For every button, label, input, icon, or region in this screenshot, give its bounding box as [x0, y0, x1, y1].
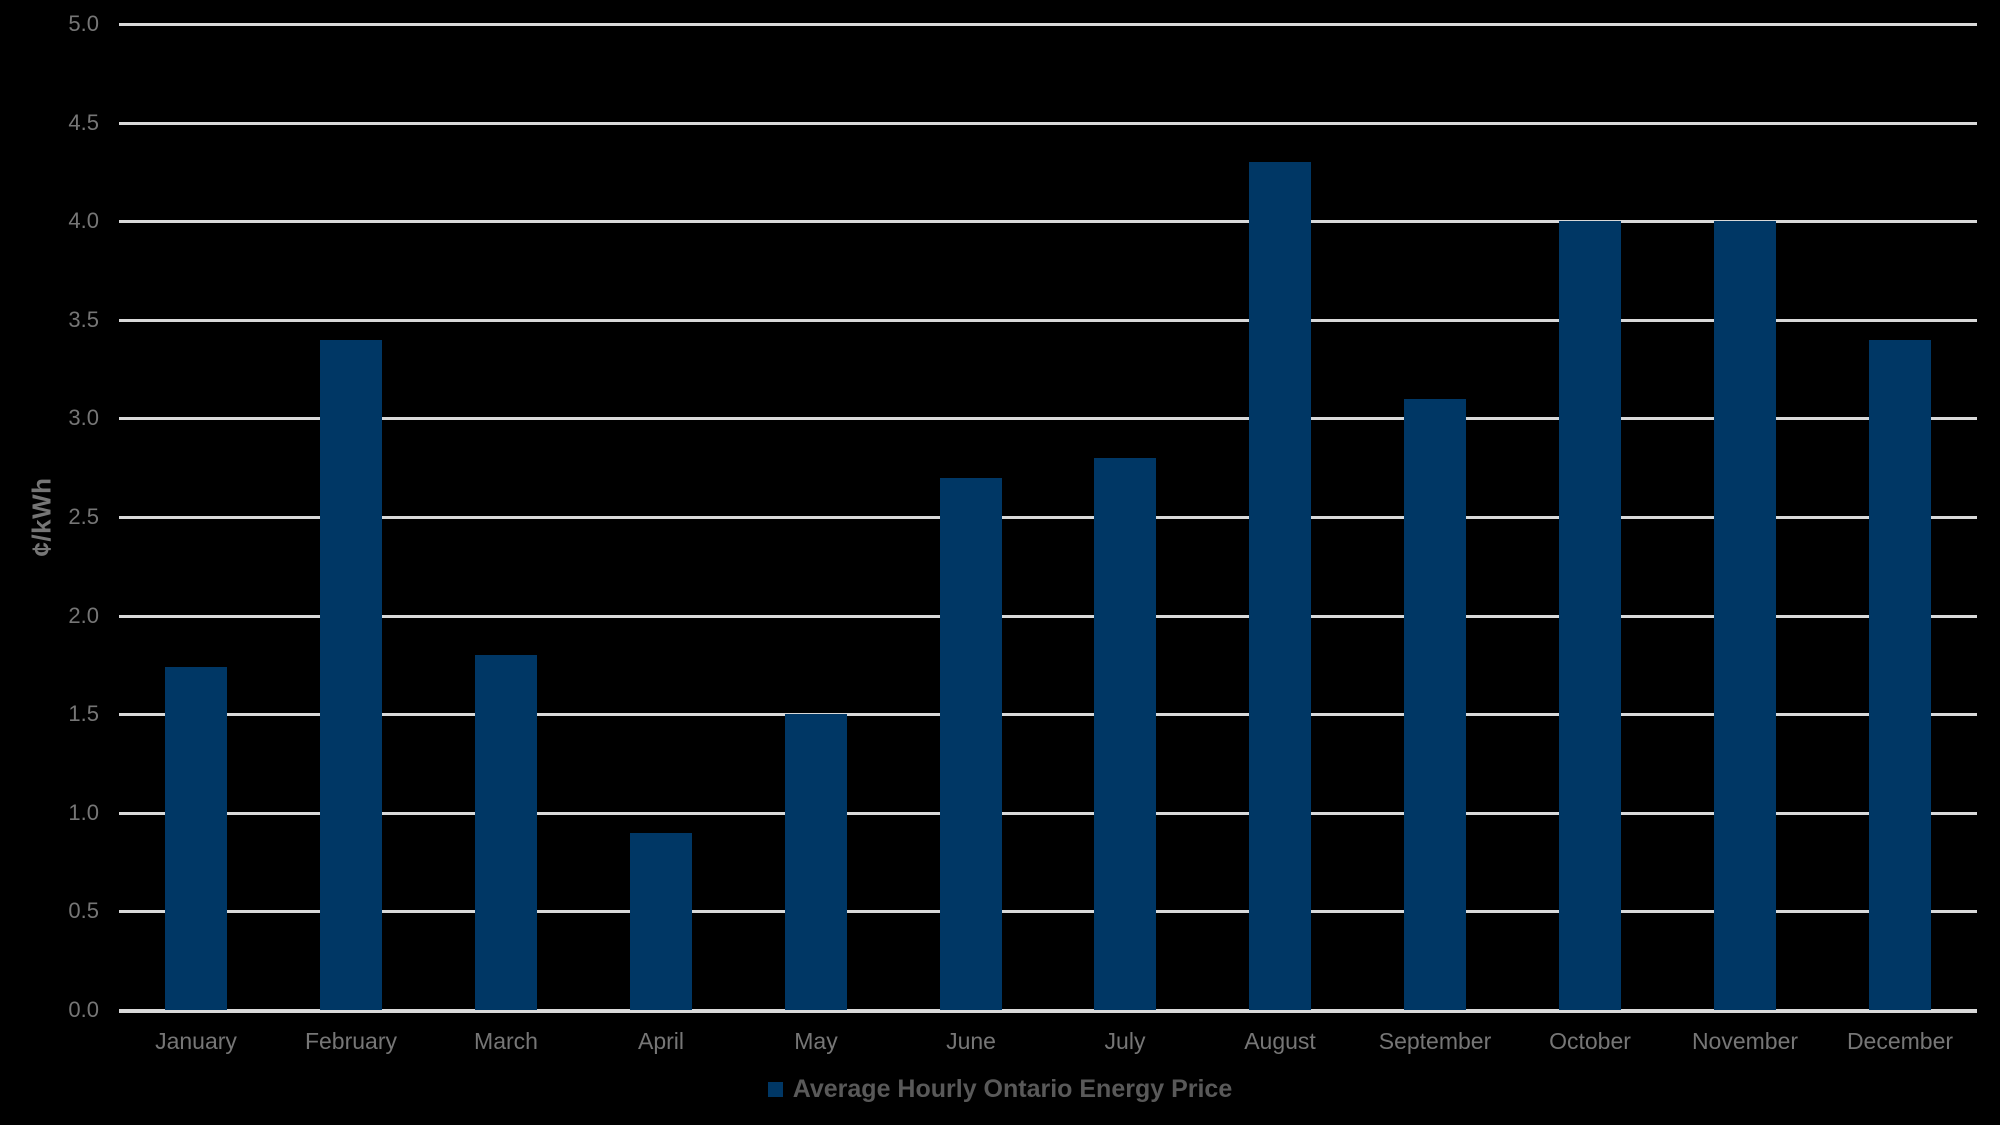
x-tick-label: September: [1378, 1028, 1492, 1054]
y-tick-label: 0.0: [68, 997, 99, 1022]
bar-april: [630, 833, 692, 1010]
x-axis-line: [119, 1009, 1977, 1013]
y-tick-label: 1.5: [68, 701, 99, 726]
gridline: [119, 23, 1977, 26]
gridline: [119, 220, 1977, 223]
bar-march: [475, 655, 537, 1010]
y-tick-label: 4.5: [68, 110, 99, 135]
x-tick-label: April: [637, 1028, 684, 1054]
y-tick-label: 3.5: [68, 307, 99, 332]
y-tick-label: 4.0: [68, 208, 99, 233]
bar-january: [165, 667, 227, 1010]
gridline: [119, 417, 1977, 420]
x-tick-label: August: [1244, 1028, 1316, 1054]
y-tick-label: 0.5: [68, 898, 99, 923]
bar-may: [785, 714, 847, 1010]
y-tick-label: 2.0: [68, 603, 99, 628]
gridline: [119, 910, 1977, 913]
bar-july: [1094, 458, 1156, 1010]
y-tick-label: 3.0: [68, 405, 99, 430]
bar-november: [1714, 221, 1776, 1010]
gridline: [119, 713, 1977, 716]
gridline: [119, 812, 1977, 815]
legend-swatch-icon: [767, 1082, 783, 1097]
plot-area: [119, 23, 1977, 1013]
gridline: [119, 122, 1977, 125]
x-tick-label: June: [946, 1028, 996, 1054]
bar-december: [1869, 340, 1931, 1010]
y-tick-label: 1.0: [68, 800, 99, 825]
x-tick-label: January: [155, 1028, 237, 1054]
x-tick-label: May: [794, 1028, 838, 1054]
y-tick-label: 5.0: [68, 11, 99, 36]
bar-september: [1404, 399, 1466, 1010]
bar-august: [1249, 162, 1311, 1010]
gridline: [119, 615, 1977, 618]
bar-june: [940, 478, 1002, 1010]
x-tick-label: November: [1691, 1028, 1799, 1054]
x-tick-label: March: [474, 1028, 538, 1054]
gridline: [119, 516, 1977, 519]
x-tick-label: December: [1846, 1028, 1954, 1054]
x-tick-label: February: [304, 1028, 398, 1054]
y-tick-label: 2.5: [68, 504, 99, 529]
x-tick-label: October: [1549, 1028, 1631, 1054]
bar-february: [320, 340, 382, 1010]
gridline: [119, 319, 1977, 322]
legend-label: Average Hourly Ontario Energy Price: [792, 1075, 1233, 1103]
bar-october: [1559, 221, 1621, 1010]
legend: Average Hourly Ontario Energy Price: [0, 1077, 2000, 1102]
x-tick-label: July: [1104, 1028, 1146, 1054]
